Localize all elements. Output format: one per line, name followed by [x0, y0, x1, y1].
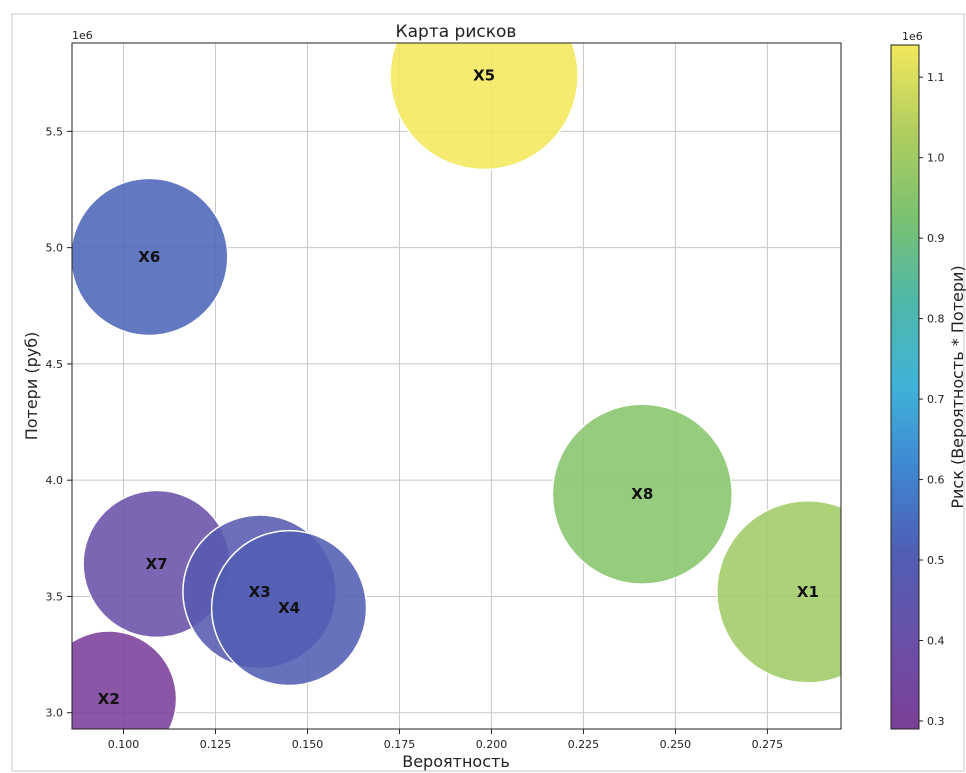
figure-border: [11, 13, 965, 772]
x-axis-ticks: 0.100 0.125 0.150 0.175 0.200 0.225 0.250 0.275: [108, 729, 783, 751]
x-tick-label: 0.250: [660, 738, 692, 751]
point-label-x4: X4: [278, 599, 300, 617]
point-x2: [72, 630, 178, 729]
point-label-x8: X8: [631, 485, 653, 503]
point-x8: [551, 403, 734, 585]
data-points: [72, 43, 841, 729]
x-tick-label: 0.200: [476, 738, 508, 751]
y-tick-label: 3.5: [46, 590, 64, 603]
point-x4: [210, 529, 368, 687]
colorbar-tick-label: 0.4: [927, 634, 945, 647]
point-x1: [716, 500, 841, 684]
y-tick-label: 3.0: [46, 707, 64, 720]
colorbar-label: Риск (Вероятность * Потери): [948, 265, 966, 508]
plot-area: [71, 42, 842, 730]
point-label-x2: X2: [98, 690, 120, 708]
x-tick-label: 0.175: [384, 738, 416, 751]
point-label-x3: X3: [249, 583, 271, 601]
point-label-x5: X5: [473, 67, 495, 85]
point-label-x6: X6: [138, 248, 160, 266]
data-point-labels: X5 X6 X8 X1 X7 X3 X4 X2: [98, 67, 819, 708]
y-tick-label: 5.0: [46, 242, 64, 255]
colorbar-tick-label: 0.9: [927, 232, 945, 245]
colorbar: [890, 44, 920, 730]
y-tick-label: 4.5: [46, 358, 64, 371]
y-axis-ticks: 3.0 3.5 4.0 4.5 5.0 5.5: [46, 125, 72, 720]
chart-title: Карта рисков: [396, 22, 517, 42]
point-x6: [72, 177, 229, 337]
colorbar-tick-label: 1.0: [927, 152, 945, 165]
x-tick-label: 0.150: [292, 738, 324, 751]
colorbar-tick-label: 0.5: [927, 554, 945, 567]
colorbar-tick-label: 0.8: [927, 313, 945, 326]
y-axis-label: Потери (руб): [22, 332, 41, 441]
colorbar-tick-label: 0.3: [927, 715, 945, 728]
colorbar-offset-text: 1e6: [902, 30, 923, 43]
colorbar-tick-label: 0.7: [927, 393, 945, 406]
point-label-x7: X7: [146, 555, 168, 573]
x-tick-label: 0.125: [200, 738, 232, 751]
x-tick-label: 0.100: [108, 738, 140, 751]
x-axis-label: Вероятность: [402, 752, 510, 771]
x-tick-label: 0.225: [568, 738, 600, 751]
point-x5: [389, 43, 579, 171]
point-label-x1: X1: [797, 583, 819, 601]
y-tick-label: 4.0: [46, 474, 64, 487]
colorbar-tick-label: 0.6: [927, 474, 945, 487]
colorbar-tick-label: 1.1: [927, 71, 945, 84]
colorbar-ticks: 0.3 0.4 0.5 0.6 0.7 0.8 0.9 1.0 1.1: [919, 71, 945, 728]
y-tick-label: 5.5: [46, 125, 64, 138]
y-axis-offset-text: 1e6: [72, 29, 93, 42]
x-tick-label: 0.275: [752, 738, 784, 751]
